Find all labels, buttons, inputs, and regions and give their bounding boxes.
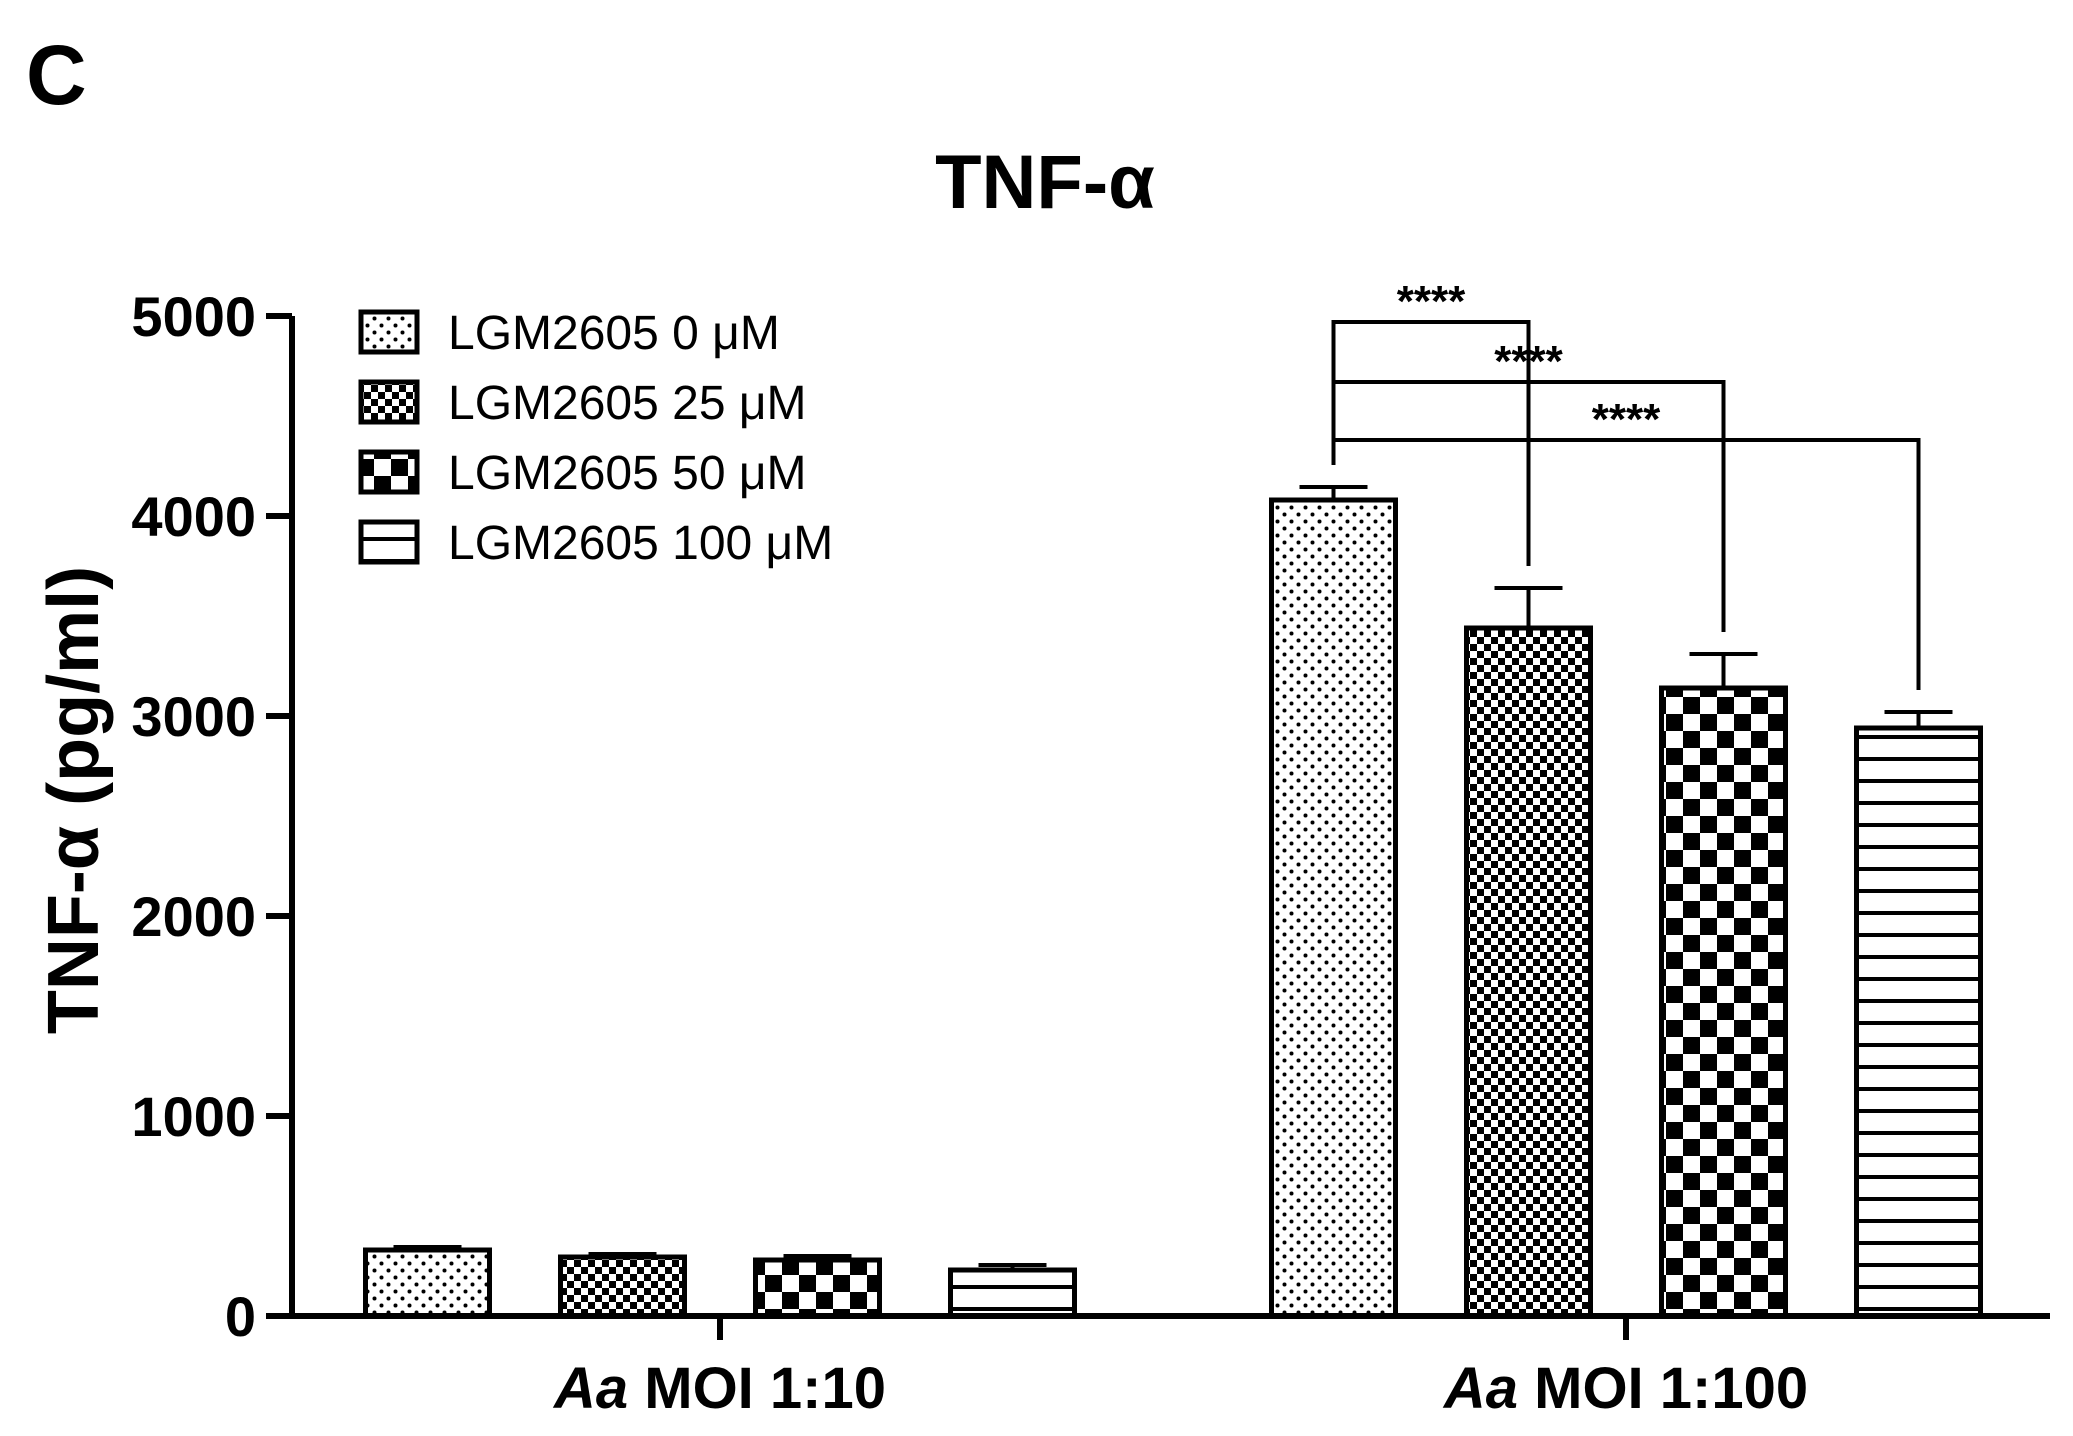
bar [1659,685,1788,1319]
legend-swatch [358,519,420,565]
x-category-label: Aa MOI 1:10 [552,1356,886,1421]
significance-bracket [1331,320,1531,566]
legend-swatch [358,379,420,425]
legend-label: LGM2605 0 μM [448,307,780,360]
significance-brackets: ************ [1331,277,1921,690]
y-tick-label: 4000 [131,485,256,548]
legend: LGM2605 0 μM LGM2605 25 μM LGM2605 50 μM LG… [358,307,833,570]
significance-label: **** [1592,395,1661,444]
legend-label: LGM2605 25 μM [448,377,807,430]
bar [1854,725,1983,1319]
legend-swatch [358,309,420,355]
bar [363,1247,492,1319]
bar [1464,625,1593,1319]
x-category-label: Aa MOI 1:100 [1442,1356,1808,1421]
y-tick-label: 0 [225,1285,256,1348]
legend-label: LGM2605 100 μM [448,517,833,570]
significance-bracket [1331,438,1921,690]
y-tick-label: 3000 [131,685,256,748]
y-axis-label: TNF-α (pg/ml) [34,566,114,1034]
bar [558,1254,687,1319]
significance-label: **** [1397,277,1466,326]
bars [363,485,1983,1319]
chart-title: TNF-α [935,140,1155,225]
y-tick-label: 1000 [131,1085,256,1148]
x-axis-category-labels: Aa MOI 1:10 Aa MOI 1:100 [552,1356,1808,1421]
bar [948,1267,1077,1319]
bar [753,1257,882,1319]
y-axis-ticks: 0 1000 2000 3000 4000 5000 [131,285,292,1348]
axes [289,316,2050,1340]
legend-swatch [358,449,420,495]
y-tick-label: 5000 [131,285,256,348]
legend-label: LGM2605 50 μM [448,447,807,500]
panel-label: C [26,28,87,122]
bar [1269,497,1398,1319]
y-tick-label: 2000 [131,885,256,948]
